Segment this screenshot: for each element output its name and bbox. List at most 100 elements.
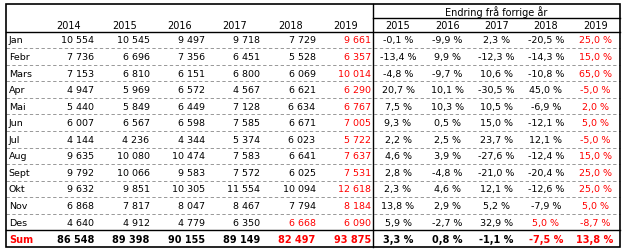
Text: 6 357: 6 357 bbox=[344, 53, 371, 62]
Text: Sum: Sum bbox=[9, 234, 33, 244]
Text: 5 849: 5 849 bbox=[123, 102, 150, 111]
Text: Apr: Apr bbox=[9, 86, 25, 95]
Text: 86 548: 86 548 bbox=[57, 234, 94, 244]
Text: 2017: 2017 bbox=[484, 21, 509, 30]
Text: 2019: 2019 bbox=[334, 21, 358, 30]
Text: 7 583: 7 583 bbox=[233, 152, 260, 161]
Text: 2016: 2016 bbox=[435, 21, 459, 30]
Text: 2,0 %: 2,0 % bbox=[582, 102, 608, 111]
Text: 10 094: 10 094 bbox=[282, 185, 316, 194]
Text: 25,0 %: 25,0 % bbox=[578, 36, 612, 45]
Text: 20,7 %: 20,7 % bbox=[381, 86, 414, 95]
Text: -10,8 %: -10,8 % bbox=[528, 69, 564, 78]
Text: 15,0 %: 15,0 % bbox=[578, 53, 612, 62]
Text: 4 912: 4 912 bbox=[123, 218, 150, 227]
Text: 10 474: 10 474 bbox=[172, 152, 205, 161]
Text: 10,6 %: 10,6 % bbox=[480, 69, 513, 78]
Text: -20,4 %: -20,4 % bbox=[528, 168, 564, 177]
Text: 9 718: 9 718 bbox=[233, 36, 260, 45]
Text: 7 585: 7 585 bbox=[233, 119, 260, 128]
Text: 6 641: 6 641 bbox=[289, 152, 316, 161]
Text: 6 151: 6 151 bbox=[178, 69, 205, 78]
Text: 10 545: 10 545 bbox=[116, 36, 150, 45]
Text: 5 969: 5 969 bbox=[123, 86, 150, 95]
Text: -7,5 %: -7,5 % bbox=[528, 234, 563, 244]
Text: -27,6 %: -27,6 % bbox=[478, 152, 515, 161]
Text: 4,6 %: 4,6 % bbox=[434, 185, 461, 194]
Text: 2,5 %: 2,5 % bbox=[434, 135, 461, 144]
Text: Jul: Jul bbox=[9, 135, 20, 144]
Text: 7 128: 7 128 bbox=[233, 102, 260, 111]
Text: 7 736: 7 736 bbox=[67, 53, 94, 62]
Text: -2,7 %: -2,7 % bbox=[432, 218, 463, 227]
Text: 9 635: 9 635 bbox=[67, 152, 94, 161]
Text: 6 800: 6 800 bbox=[233, 69, 260, 78]
Text: -8,7 %: -8,7 % bbox=[580, 218, 610, 227]
Text: 89 149: 89 149 bbox=[223, 234, 260, 244]
Text: 82 497: 82 497 bbox=[279, 234, 316, 244]
Text: -14,3 %: -14,3 % bbox=[528, 53, 564, 62]
Text: -5,0 %: -5,0 % bbox=[580, 86, 610, 95]
Text: 6 290: 6 290 bbox=[344, 86, 371, 95]
Text: -9,9 %: -9,9 % bbox=[432, 36, 463, 45]
Text: 4,6 %: 4,6 % bbox=[384, 152, 411, 161]
Text: 7 637: 7 637 bbox=[344, 152, 371, 161]
Text: Febr: Febr bbox=[9, 53, 29, 62]
Text: 12 618: 12 618 bbox=[338, 185, 371, 194]
Text: 2,8 %: 2,8 % bbox=[384, 168, 411, 177]
Text: 10 014: 10 014 bbox=[338, 69, 371, 78]
Text: 7 005: 7 005 bbox=[344, 119, 371, 128]
Text: 2014: 2014 bbox=[57, 21, 81, 30]
Text: 25,0 %: 25,0 % bbox=[578, 185, 612, 194]
Text: 7 794: 7 794 bbox=[289, 201, 316, 210]
Text: -6,9 %: -6,9 % bbox=[531, 102, 561, 111]
Text: -12,1 %: -12,1 % bbox=[528, 119, 564, 128]
Text: 6 567: 6 567 bbox=[123, 119, 150, 128]
Text: 5 440: 5 440 bbox=[67, 102, 94, 111]
Text: 15,0 %: 15,0 % bbox=[480, 119, 513, 128]
Text: 10 080: 10 080 bbox=[116, 152, 150, 161]
Text: 10,5 %: 10,5 % bbox=[480, 102, 513, 111]
Text: 9 583: 9 583 bbox=[178, 168, 205, 177]
Text: 2018: 2018 bbox=[533, 21, 558, 30]
Text: 4 344: 4 344 bbox=[178, 135, 205, 144]
Text: 7 817: 7 817 bbox=[123, 201, 150, 210]
Text: -5,0 %: -5,0 % bbox=[580, 135, 610, 144]
Text: 90 155: 90 155 bbox=[168, 234, 205, 244]
Text: Jan: Jan bbox=[9, 36, 23, 45]
Text: 15,0 %: 15,0 % bbox=[578, 152, 612, 161]
Text: 5 722: 5 722 bbox=[344, 135, 371, 144]
Text: 7,5 %: 7,5 % bbox=[384, 102, 411, 111]
Text: 2,3 %: 2,3 % bbox=[483, 36, 510, 45]
Text: 2015: 2015 bbox=[386, 21, 411, 30]
Text: -9,7 %: -9,7 % bbox=[432, 69, 463, 78]
Text: 4 640: 4 640 bbox=[67, 218, 94, 227]
Text: 9 851: 9 851 bbox=[123, 185, 150, 194]
Text: 10 066: 10 066 bbox=[116, 168, 150, 177]
Text: 6 090: 6 090 bbox=[344, 218, 371, 227]
Text: 2017: 2017 bbox=[223, 21, 247, 30]
Text: 23,7 %: 23,7 % bbox=[480, 135, 513, 144]
Text: Aug: Aug bbox=[9, 152, 28, 161]
Text: 7 531: 7 531 bbox=[344, 168, 371, 177]
Text: 9 632: 9 632 bbox=[67, 185, 94, 194]
Text: -7,9 %: -7,9 % bbox=[531, 201, 561, 210]
Text: 5,0 %: 5,0 % bbox=[582, 201, 608, 210]
Text: 6 868: 6 868 bbox=[67, 201, 94, 210]
Text: 4 779: 4 779 bbox=[178, 218, 205, 227]
Text: -12,6 %: -12,6 % bbox=[528, 185, 564, 194]
Text: 10,1 %: 10,1 % bbox=[431, 86, 464, 95]
Text: 9 661: 9 661 bbox=[344, 36, 371, 45]
Text: 65,0 %: 65,0 % bbox=[578, 69, 612, 78]
Text: 2016: 2016 bbox=[167, 21, 192, 30]
Text: -4,8 %: -4,8 % bbox=[383, 69, 413, 78]
Text: 9,9 %: 9,9 % bbox=[434, 53, 461, 62]
Text: -0,1 %: -0,1 % bbox=[383, 36, 413, 45]
Text: 7 356: 7 356 bbox=[178, 53, 205, 62]
Text: Mai: Mai bbox=[9, 102, 26, 111]
Text: 10,3 %: 10,3 % bbox=[431, 102, 464, 111]
Text: 4 947: 4 947 bbox=[67, 86, 94, 95]
Text: Jun: Jun bbox=[9, 119, 24, 128]
Text: 6 621: 6 621 bbox=[289, 86, 316, 95]
Text: 2,3 %: 2,3 % bbox=[384, 185, 412, 194]
